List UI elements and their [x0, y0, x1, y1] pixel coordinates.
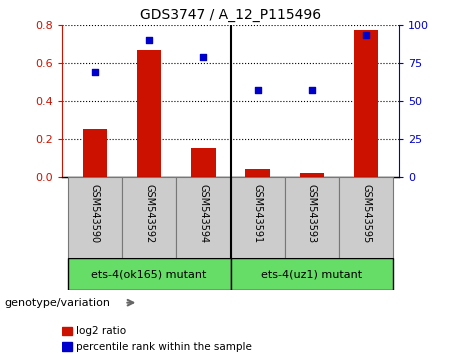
Point — [254, 87, 261, 93]
Bar — [68, 177, 122, 258]
Text: percentile rank within the sample: percentile rank within the sample — [76, 342, 252, 352]
Point — [145, 37, 153, 43]
Text: GSM543591: GSM543591 — [253, 183, 263, 242]
Bar — [176, 177, 230, 258]
Bar — [354, 30, 378, 177]
Point — [308, 87, 316, 93]
Bar — [230, 258, 393, 290]
Bar — [191, 148, 216, 177]
Text: GSM543593: GSM543593 — [307, 183, 317, 242]
Text: genotype/variation: genotype/variation — [5, 298, 111, 308]
Bar — [122, 177, 176, 258]
Bar — [62, 326, 72, 336]
Bar — [230, 177, 285, 258]
Bar — [300, 173, 324, 177]
Text: GSM543595: GSM543595 — [361, 183, 371, 243]
Bar — [245, 170, 270, 177]
Text: ets-4(ok165) mutant: ets-4(ok165) mutant — [91, 269, 207, 279]
Title: GDS3747 / A_12_P115496: GDS3747 / A_12_P115496 — [140, 8, 321, 22]
Bar — [68, 258, 230, 290]
Point — [200, 54, 207, 59]
Bar — [339, 177, 393, 258]
Text: log2 ratio: log2 ratio — [76, 326, 126, 336]
Point — [362, 33, 370, 38]
Bar — [285, 177, 339, 258]
Text: GSM543594: GSM543594 — [198, 183, 208, 242]
Text: ets-4(uz1) mutant: ets-4(uz1) mutant — [261, 269, 362, 279]
Bar — [137, 50, 161, 177]
Bar — [62, 343, 72, 351]
Point — [91, 69, 99, 75]
Text: GSM543592: GSM543592 — [144, 183, 154, 243]
Text: GSM543590: GSM543590 — [90, 183, 100, 242]
Bar — [83, 130, 107, 177]
